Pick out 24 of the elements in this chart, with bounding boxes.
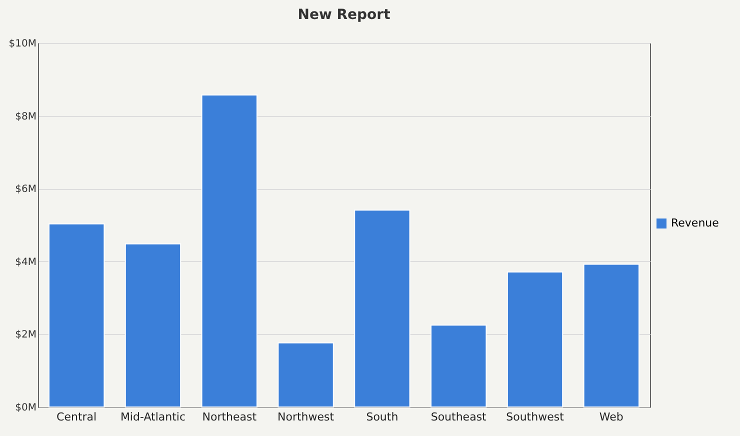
bar	[48, 223, 105, 408]
y-tick-label: $2M	[15, 330, 36, 341]
bar	[430, 324, 487, 408]
x-tick-label: Southeast	[430, 410, 488, 424]
y-tick-label: $4M	[15, 256, 36, 268]
chart-title: New Report	[298, 7, 391, 23]
x-tick-label: Web	[599, 410, 624, 424]
x-tick-label: South	[366, 410, 398, 424]
bar	[354, 210, 410, 408]
bar	[583, 264, 640, 408]
x-tick-label: Southwest	[506, 410, 565, 424]
bar	[201, 94, 258, 408]
x-tick-label: Central	[56, 410, 97, 424]
x-tick-label: Northeast	[202, 410, 258, 424]
y-tick-label: $10M	[8, 38, 36, 50]
bar	[506, 271, 564, 408]
y-tick-label: $6M	[15, 184, 36, 196]
bar	[278, 342, 334, 408]
x-tick-label: Mid-Atlantic	[120, 410, 186, 424]
x-tick-label: Northwest	[278, 410, 335, 424]
y-tick-label: $8M	[15, 111, 36, 122]
y-tick-label: $0M	[15, 402, 36, 414]
bar	[124, 243, 182, 408]
legend-label: Revenue	[671, 216, 720, 230]
